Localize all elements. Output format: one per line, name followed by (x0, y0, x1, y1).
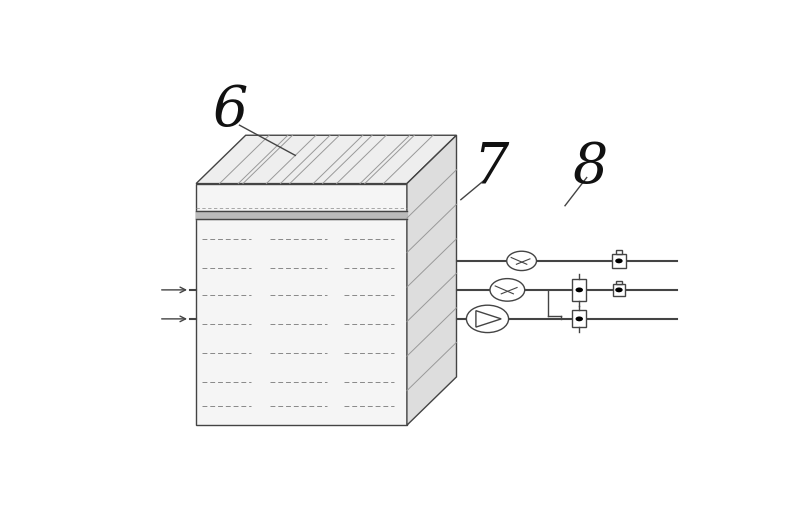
Polygon shape (196, 135, 457, 184)
Bar (573, 311, 586, 327)
Bar (616, 281, 622, 284)
Circle shape (466, 305, 509, 333)
Circle shape (615, 288, 622, 292)
Circle shape (575, 316, 583, 321)
Polygon shape (196, 184, 407, 425)
Bar (612, 254, 626, 268)
Circle shape (490, 279, 525, 301)
Circle shape (575, 288, 583, 292)
Bar (573, 279, 586, 301)
Text: 7: 7 (473, 140, 508, 195)
Bar (615, 250, 622, 254)
Text: 6: 6 (213, 84, 248, 139)
Circle shape (506, 251, 537, 270)
Circle shape (615, 258, 622, 263)
Text: 8: 8 (572, 140, 607, 195)
Bar (614, 284, 625, 296)
Polygon shape (407, 135, 457, 425)
